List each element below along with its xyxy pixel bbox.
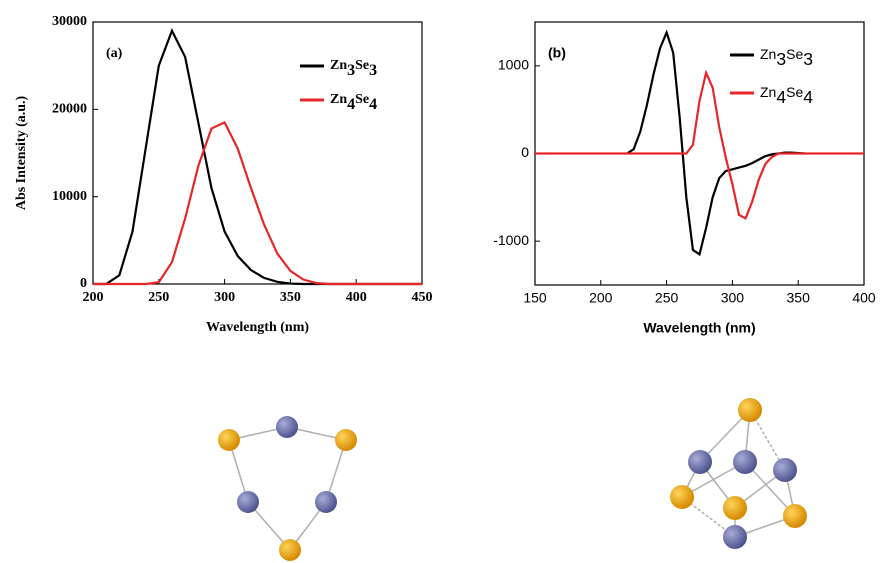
legend-label: Zn4Se4 [760,84,813,107]
chart-panel: 150 200 250 300 350 400 -1000 0 1000 Wavelength (… [493,22,876,336]
figure: 2002503003504004500100002000030000Wavele… [0,0,880,563]
zn4se4-structure [670,398,807,549]
x-tick-label: 450 [412,290,433,305]
panel-label: (a) [106,46,123,61]
data-line [535,73,864,219]
zn3se3-structure [218,416,357,561]
x-tick-label: 200 [83,290,104,305]
legend-label: Zn4Se4 [330,92,377,112]
x-tick-label: 350 [787,290,811,306]
data-line [93,122,422,284]
y-tick-label: 0 [80,276,87,291]
y-axis-title: Abs Intensity (a.u.) [14,95,29,210]
x-tick-label: 300 [721,290,745,306]
x-tick-label: 350 [280,290,301,305]
x-tick-label: 300 [214,290,235,305]
chart-panel: 200 250 300 350 400 450 0 10000 20000 30000 Wavele… [14,14,432,335]
panel-label: (b) [548,45,566,61]
x-axis-title: Wavelength (nm) [206,320,309,335]
x-tick-label: 250 [655,290,679,306]
x-tick-label: 400 [346,290,367,305]
x-tick-label: 400 [852,290,876,306]
y-tick-label: 10000 [52,189,87,204]
legend-label: Zn3Se3 [330,58,377,78]
x-axis-title: Wavelength (nm) [643,320,755,336]
y-tick-label: -1000 [493,232,529,248]
legend-label: Zn3Se3 [760,46,813,69]
x-tick-label: 150 [523,290,547,306]
y-tick-label: 20000 [52,102,87,117]
x-tick-label: 250 [148,290,169,305]
x-tick-label: 200 [589,290,613,306]
y-tick-label: 1000 [498,57,529,73]
y-tick-label: 0 [521,144,529,160]
y-tick-label: 30000 [52,14,87,29]
